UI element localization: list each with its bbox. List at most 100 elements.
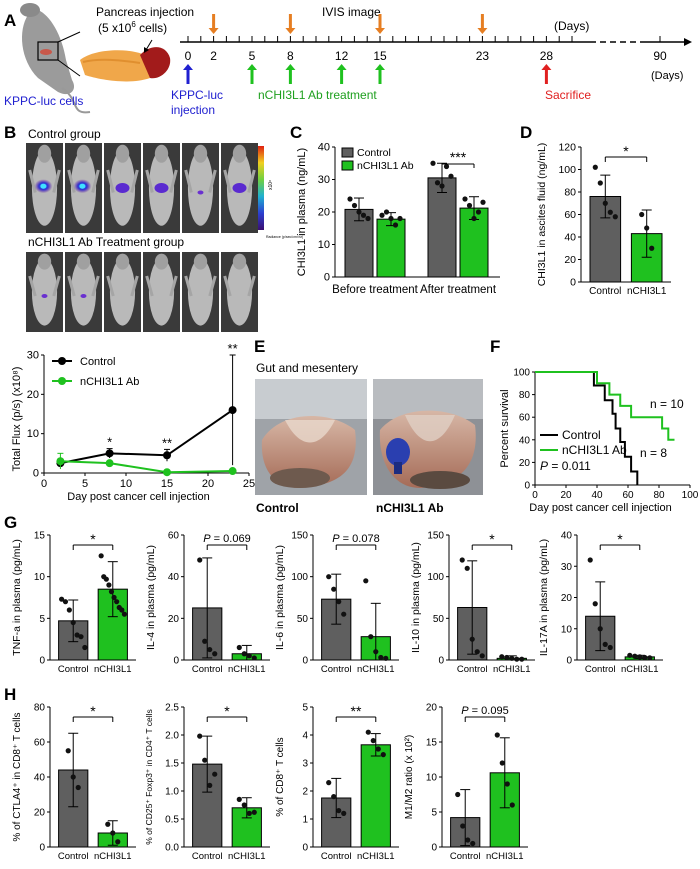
data-point — [519, 656, 525, 662]
treatment-mouse-head — [115, 253, 130, 270]
mouse-illustration — [20, 3, 91, 114]
ivis-label: IVIS image — [322, 5, 381, 19]
injection-arrow-head — [183, 64, 193, 70]
control-mouse-head — [76, 144, 91, 163]
kppc-label-line2: injection — [171, 103, 215, 117]
treatment-point — [105, 459, 114, 468]
timeline-tick-label: 15 — [373, 49, 387, 63]
y-tick-label: 0 — [302, 656, 308, 667]
data-point — [637, 654, 643, 660]
control-mouse-limb — [184, 169, 193, 193]
y-tick-label: 1.5 — [165, 759, 179, 770]
y-axis-label: Total Flux (p/s) (x10⁸) — [11, 367, 23, 472]
x-tick-label: 40 — [591, 490, 603, 501]
category-label: Control — [585, 664, 616, 675]
data-point — [98, 553, 104, 559]
y-tick-label: 30 — [561, 562, 573, 573]
data-point — [379, 212, 385, 218]
y-tick-label: 20 — [168, 614, 180, 625]
y-tick-label: 40 — [318, 142, 330, 154]
panel-a: A KPPC-luc cells Pancreas injection (5 x… — [4, 3, 692, 117]
legend-treatment-label: nCHI3L1 Ab — [357, 160, 414, 172]
y-tick-label: 0 — [438, 656, 444, 667]
control-mouse-limb — [145, 169, 154, 193]
data-point — [115, 839, 121, 845]
timeline-tick-label: 5 — [249, 49, 256, 63]
data-point — [365, 215, 371, 222]
y-tick-label: 2.5 — [165, 703, 179, 714]
cytokine-chart-0: 0 5 10 15 TNF-a in plasma (pg/mL) Control nCHI… — [11, 531, 136, 675]
y-tick-label: 20 — [34, 808, 46, 819]
y-axis-label: M1/M2 ratio (x 10²) — [404, 735, 415, 819]
colorbar-caption: Radiance (p/sec/cm²/sr) — [266, 235, 303, 239]
radiance-colorbar — [258, 146, 264, 230]
treatment-point — [56, 457, 65, 466]
control-mouse-head — [37, 144, 52, 163]
y-tick-label: 3 — [302, 759, 308, 770]
data-point — [331, 794, 337, 800]
ivis-arrow-head — [285, 28, 296, 34]
y-tick-label: 30 — [318, 174, 330, 186]
data-point — [65, 748, 71, 754]
cytokine-chart-3: 0 50 100 150 IL-10 in plasma (pg/mL) Control n… — [410, 531, 535, 675]
x-tick-label: 5 — [82, 478, 88, 490]
control-mouse-limb — [28, 169, 37, 193]
data-point — [336, 808, 342, 814]
data-point — [78, 634, 84, 640]
y-tick-label: 0 — [524, 481, 530, 492]
significance-label: ** — [162, 435, 172, 450]
timeline-tick-label: 8 — [287, 49, 294, 63]
y-tick-label: 1 — [302, 815, 308, 826]
data-point — [470, 840, 476, 847]
data-point — [207, 646, 213, 653]
treatment-point — [228, 467, 237, 476]
treatment-mouse-body — [226, 258, 253, 326]
control-point — [228, 406, 237, 415]
y-tick-label: 150 — [291, 531, 308, 542]
y-tick-label: 0 — [302, 843, 308, 854]
data-point — [474, 649, 480, 655]
data-point — [509, 655, 515, 661]
n-treatment-label: n = 10 — [650, 397, 684, 411]
x-axis-label: Day post cancer cell injection — [67, 491, 209, 503]
y-tick-label: 20 — [27, 389, 39, 401]
panel-letter-h: H — [4, 685, 16, 704]
data-point — [380, 752, 386, 758]
y-axis-label: CHI3L1 in plasma (ng/mL) — [296, 148, 308, 276]
panel-f: F 0 20 40 60 80 100 0 20 40 60 80 100 Day post cance… — [490, 337, 699, 514]
control-mouse-body — [187, 150, 214, 226]
y-tick-label: 60 — [168, 531, 180, 542]
y-tick-label: 15 — [426, 738, 438, 749]
y-tick-label: 2 — [302, 787, 308, 798]
treatment-photo-label: nCHI3L1 Ab — [376, 501, 444, 515]
data-point — [439, 183, 445, 189]
y-tick-label: 0 — [431, 843, 437, 854]
panel-letter-b: B — [4, 123, 16, 142]
data-point — [246, 653, 252, 659]
data-point — [66, 607, 72, 613]
cell-label: KPPC-luc cells — [4, 94, 83, 108]
x-tick-label: 0 — [532, 490, 538, 501]
data-point — [592, 601, 598, 607]
data-point — [602, 200, 608, 206]
data-point — [121, 611, 127, 617]
category-label: nCHI3L1 — [228, 851, 266, 862]
category-label: Control — [457, 664, 488, 675]
y-tick-label: 10 — [426, 773, 438, 784]
treatment-mouse-body — [148, 258, 175, 326]
chi3l1-ascites-chart: 0 20 40 60 80 100 120 CHI3L1 in ascites fluid (… — [536, 142, 671, 297]
data-point — [499, 760, 505, 766]
y-tick-label: 50 — [297, 614, 309, 625]
treatment-group-label: nCHI3L1 Ab Treatment group — [28, 235, 184, 249]
data-point — [397, 215, 403, 222]
treatment-bar — [376, 218, 406, 278]
data-point — [251, 655, 257, 661]
treatment-mouse-signal — [80, 294, 87, 298]
significance-label: * — [617, 531, 623, 547]
y-tick-label: 50 — [433, 614, 445, 625]
treatment-mouse-head — [232, 253, 247, 270]
data-point — [251, 809, 257, 815]
panel-letter-d: D — [520, 123, 532, 142]
timeline: 0 2 5 8 12 15 23 28 90 — [180, 14, 692, 84]
control-mouse-limb — [91, 169, 100, 193]
